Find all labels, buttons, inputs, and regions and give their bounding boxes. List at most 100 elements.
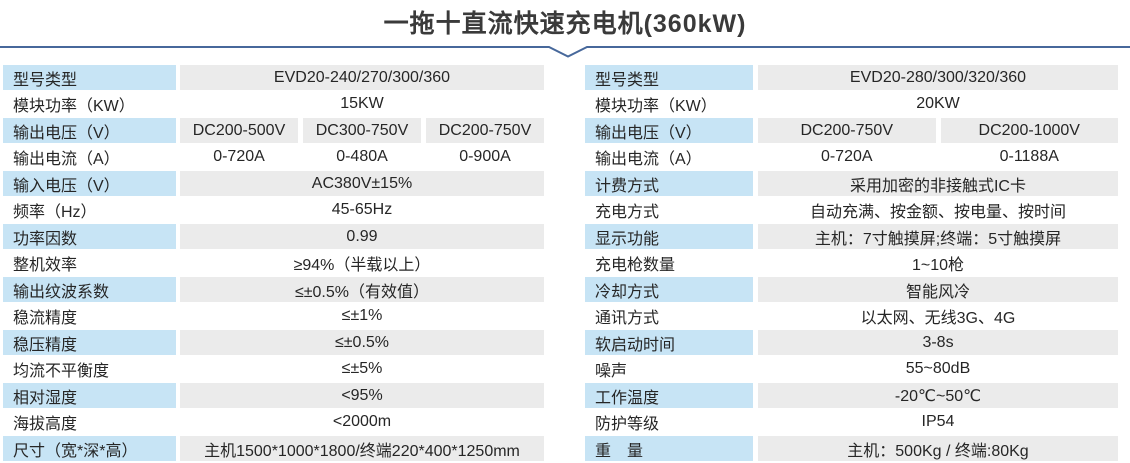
spec-row: 稳压精度 ≤±0.5% [3,330,544,355]
spec-label: 尺寸（宽*深*高） [3,436,176,461]
spec-value: <2000m [332,413,392,430]
spec-values: <2000m [180,410,544,435]
spec-label: 工作温度 [585,383,753,408]
spec-values: 以太网、无线3G、4G [758,304,1118,329]
spec-row: 通讯方式 以太网、无线3G、4G [585,304,1118,329]
spec-row: 型号类型 EVD20-240/270/300/360 [3,65,544,90]
spec-value: 智能风冷 [758,277,1118,302]
spec-values: ≤±0.5%（有效值） [180,277,544,302]
spec-table-right: 型号类型 EVD20-280/300/320/360 模块功率（KW） 20KW 输出电… [585,65,1118,461]
spec-value: 0-480A [336,148,388,165]
spec-row: 软启动时间 3-8s [585,330,1118,355]
spec-value: DC200-750V [426,118,544,143]
spec-row: 相对湿度 <95% [3,383,544,408]
spec-values: 主机：500Kg / 终端:80Kg [758,436,1118,461]
spec-values: 智能风冷 [758,277,1118,302]
spec-label: 模块功率（KW） [595,98,717,115]
spec-label: 输出电流（A） [13,151,120,168]
spec-value: 采用加密的非接触式IC卡 [758,171,1118,196]
spec-label: 稳压精度 [3,330,176,355]
spec-row: 防护等级 IP54 [585,410,1118,435]
spec-row: 工作温度 -20℃~50℃ [585,383,1118,408]
spec-values: ≤±1% [180,304,544,329]
spec-label: 充电枪数量 [595,257,676,274]
spec-value: ≤±5% [341,360,383,377]
spec-values: 55~80dB [758,357,1118,382]
spec-label: 计费方式 [585,171,753,196]
spec-value: ≤±0.5% [180,330,544,355]
spec-values: DC200-750V DC200-1000V [758,118,1118,143]
spec-value: DC200-1000V [940,118,1118,143]
spec-value: 主机1500*1000*1800/终端220*400*1250mm [180,436,544,461]
spec-values: EVD20-280/300/320/360 [758,65,1118,90]
spec-label: 冷却方式 [585,277,753,302]
spec-value: EVD20-240/270/300/360 [180,65,544,90]
spec-value: ≥94%（半载以上） [293,257,431,274]
spec-values: 0-720A 0-480A 0-900A [180,145,544,170]
spec-values: 3-8s [758,330,1118,355]
spec-label: 功率因数 [3,224,176,249]
spec-label: 相对湿度 [3,383,176,408]
spec-values: ≤±0.5% [180,330,544,355]
spec-row: 重 量主机：500Kg / 终端:80Kg [585,436,1118,461]
spec-label: 噪声 [595,363,628,380]
spec-value: 20KW [916,95,960,112]
spec-value: IP54 [921,413,955,430]
spec-values: AC380V±15% [180,171,544,196]
spec-row: 均流不平衡度 ≤±5% [3,357,544,382]
spec-value: ≤±0.5%（有效值） [180,277,544,302]
spec-label: 输出电流（A） [595,151,702,168]
spec-value: 0-720A [213,148,265,165]
spec-values: 采用加密的非接触式IC卡 [758,171,1118,196]
spec-row: 稳流精度 ≤±1% [3,304,544,329]
spec-value: -20℃~50℃ [758,383,1118,408]
spec-values: IP54 [758,410,1118,435]
spec-values: ≤±5% [180,357,544,382]
spec-value: ≤±1% [341,307,383,324]
spec-value: 0-1188A [999,148,1059,165]
spec-row: 充电枪数量 1~10枪 [585,251,1118,276]
spec-row: 输出电流（A） 0-720A 0-480A 0-900A [3,145,544,170]
spec-label: 海拔高度 [13,416,78,433]
spec-value: 45-65Hz [331,201,393,218]
spec-row: 显示功能 主机：7寸触摸屏;终端：5寸触摸屏 [585,224,1118,249]
spec-label: 输出电压（V） [585,118,753,143]
spec-label: 频率（Hz） [13,204,97,221]
spec-value: <95% [180,383,544,408]
spec-label: 输出纹波系数 [3,277,176,302]
spec-row: 型号类型 EVD20-280/300/320/360 [585,65,1118,90]
spec-value: 以太网、无线3G、4G [860,310,1016,327]
spec-values: <95% [180,383,544,408]
spec-values: 1~10枪 [758,251,1118,276]
spec-label: 重 量 [585,436,753,461]
spec-row: 输出纹波系数 ≤±0.5%（有效值） [3,277,544,302]
spec-row: 噪声 55~80dB [585,357,1118,382]
spec-value: DC200-750V [758,118,936,143]
divider-chevron-icon [0,46,1130,58]
spec-value: AC380V±15% [180,171,544,196]
spec-row: 输出电压（V） DC200-750V DC200-1000V [585,118,1118,143]
spec-label: 型号类型 [3,65,176,90]
page-title: 一拖十直流快速充电机(360kW) [383,10,747,38]
spec-label: 充电方式 [595,204,660,221]
spec-values: EVD20-240/270/300/360 [180,65,544,90]
spec-label: 显示功能 [585,224,753,249]
spec-row: 输出电流（A） 0-720A 0-1188A [585,145,1118,170]
spec-values: 0-720A 0-1188A [758,145,1118,170]
spec-row: 整机效率 ≥94%（半载以上） [3,251,544,276]
spec-value: 0-720A [820,148,873,165]
spec-value: 1~10枪 [911,257,965,274]
spec-label: 通讯方式 [595,310,660,327]
spec-label: 型号类型 [585,65,753,90]
spec-label: 防护等级 [595,416,660,433]
spec-value: 0-900A [459,148,511,165]
spec-label: 稳流精度 [13,310,78,327]
spec-values: 主机1500*1000*1800/终端220*400*1250mm [180,436,544,461]
spec-row: 功率因数 0.99 [3,224,544,249]
spec-values: 主机：7寸触摸屏;终端：5寸触摸屏 [758,224,1118,249]
spec-values: 自动充满、按金额、按电量、按时间 [758,198,1118,223]
spec-row: 充电方式 自动充满、按金额、按电量、按时间 [585,198,1118,223]
spec-value: 自动充满、按金额、按电量、按时间 [809,204,1066,221]
spec-value: 主机：500Kg / 终端:80Kg [758,436,1118,461]
spec-table-left: 型号类型 EVD20-240/270/300/360 模块功率（KW） 15KW 输出电… [3,65,544,461]
